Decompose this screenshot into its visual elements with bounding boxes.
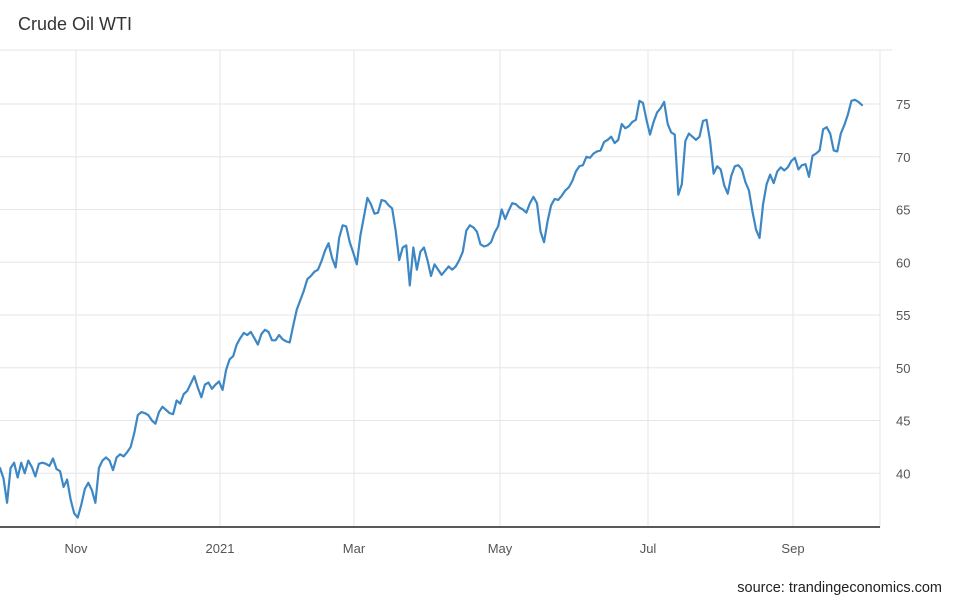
x-tick-label: Nov (64, 541, 88, 556)
y-tick-label: 55 (896, 308, 910, 323)
vertical-gridlines (75, 50, 881, 527)
source-credit: source: trandingeconomics.com (737, 580, 942, 596)
y-tick-label: 40 (896, 466, 910, 481)
horizontal-gridlines (0, 49, 892, 474)
chart-title: Crude Oil WTI (18, 14, 133, 34)
y-axis-tick-labels: 40 45 50 55 60 65 70 75 (896, 97, 910, 481)
price-line (0, 98, 864, 519)
x-axis-tick-labels: Nov 2021 Mar May Jul Sep (64, 541, 804, 556)
x-tick-label: May (488, 541, 513, 556)
y-tick-label: 50 (896, 361, 910, 376)
y-tick-label: 65 (896, 203, 910, 218)
x-tick-label: Sep (781, 541, 804, 556)
x-tick-label: 2021 (206, 541, 235, 556)
y-tick-label: 60 (896, 255, 910, 270)
y-tick-label: 75 (896, 97, 910, 112)
x-tick-label: Mar (343, 541, 366, 556)
y-tick-label: 70 (896, 150, 910, 165)
y-tick-label: 45 (896, 414, 910, 429)
x-tick-label: Jul (640, 541, 657, 556)
